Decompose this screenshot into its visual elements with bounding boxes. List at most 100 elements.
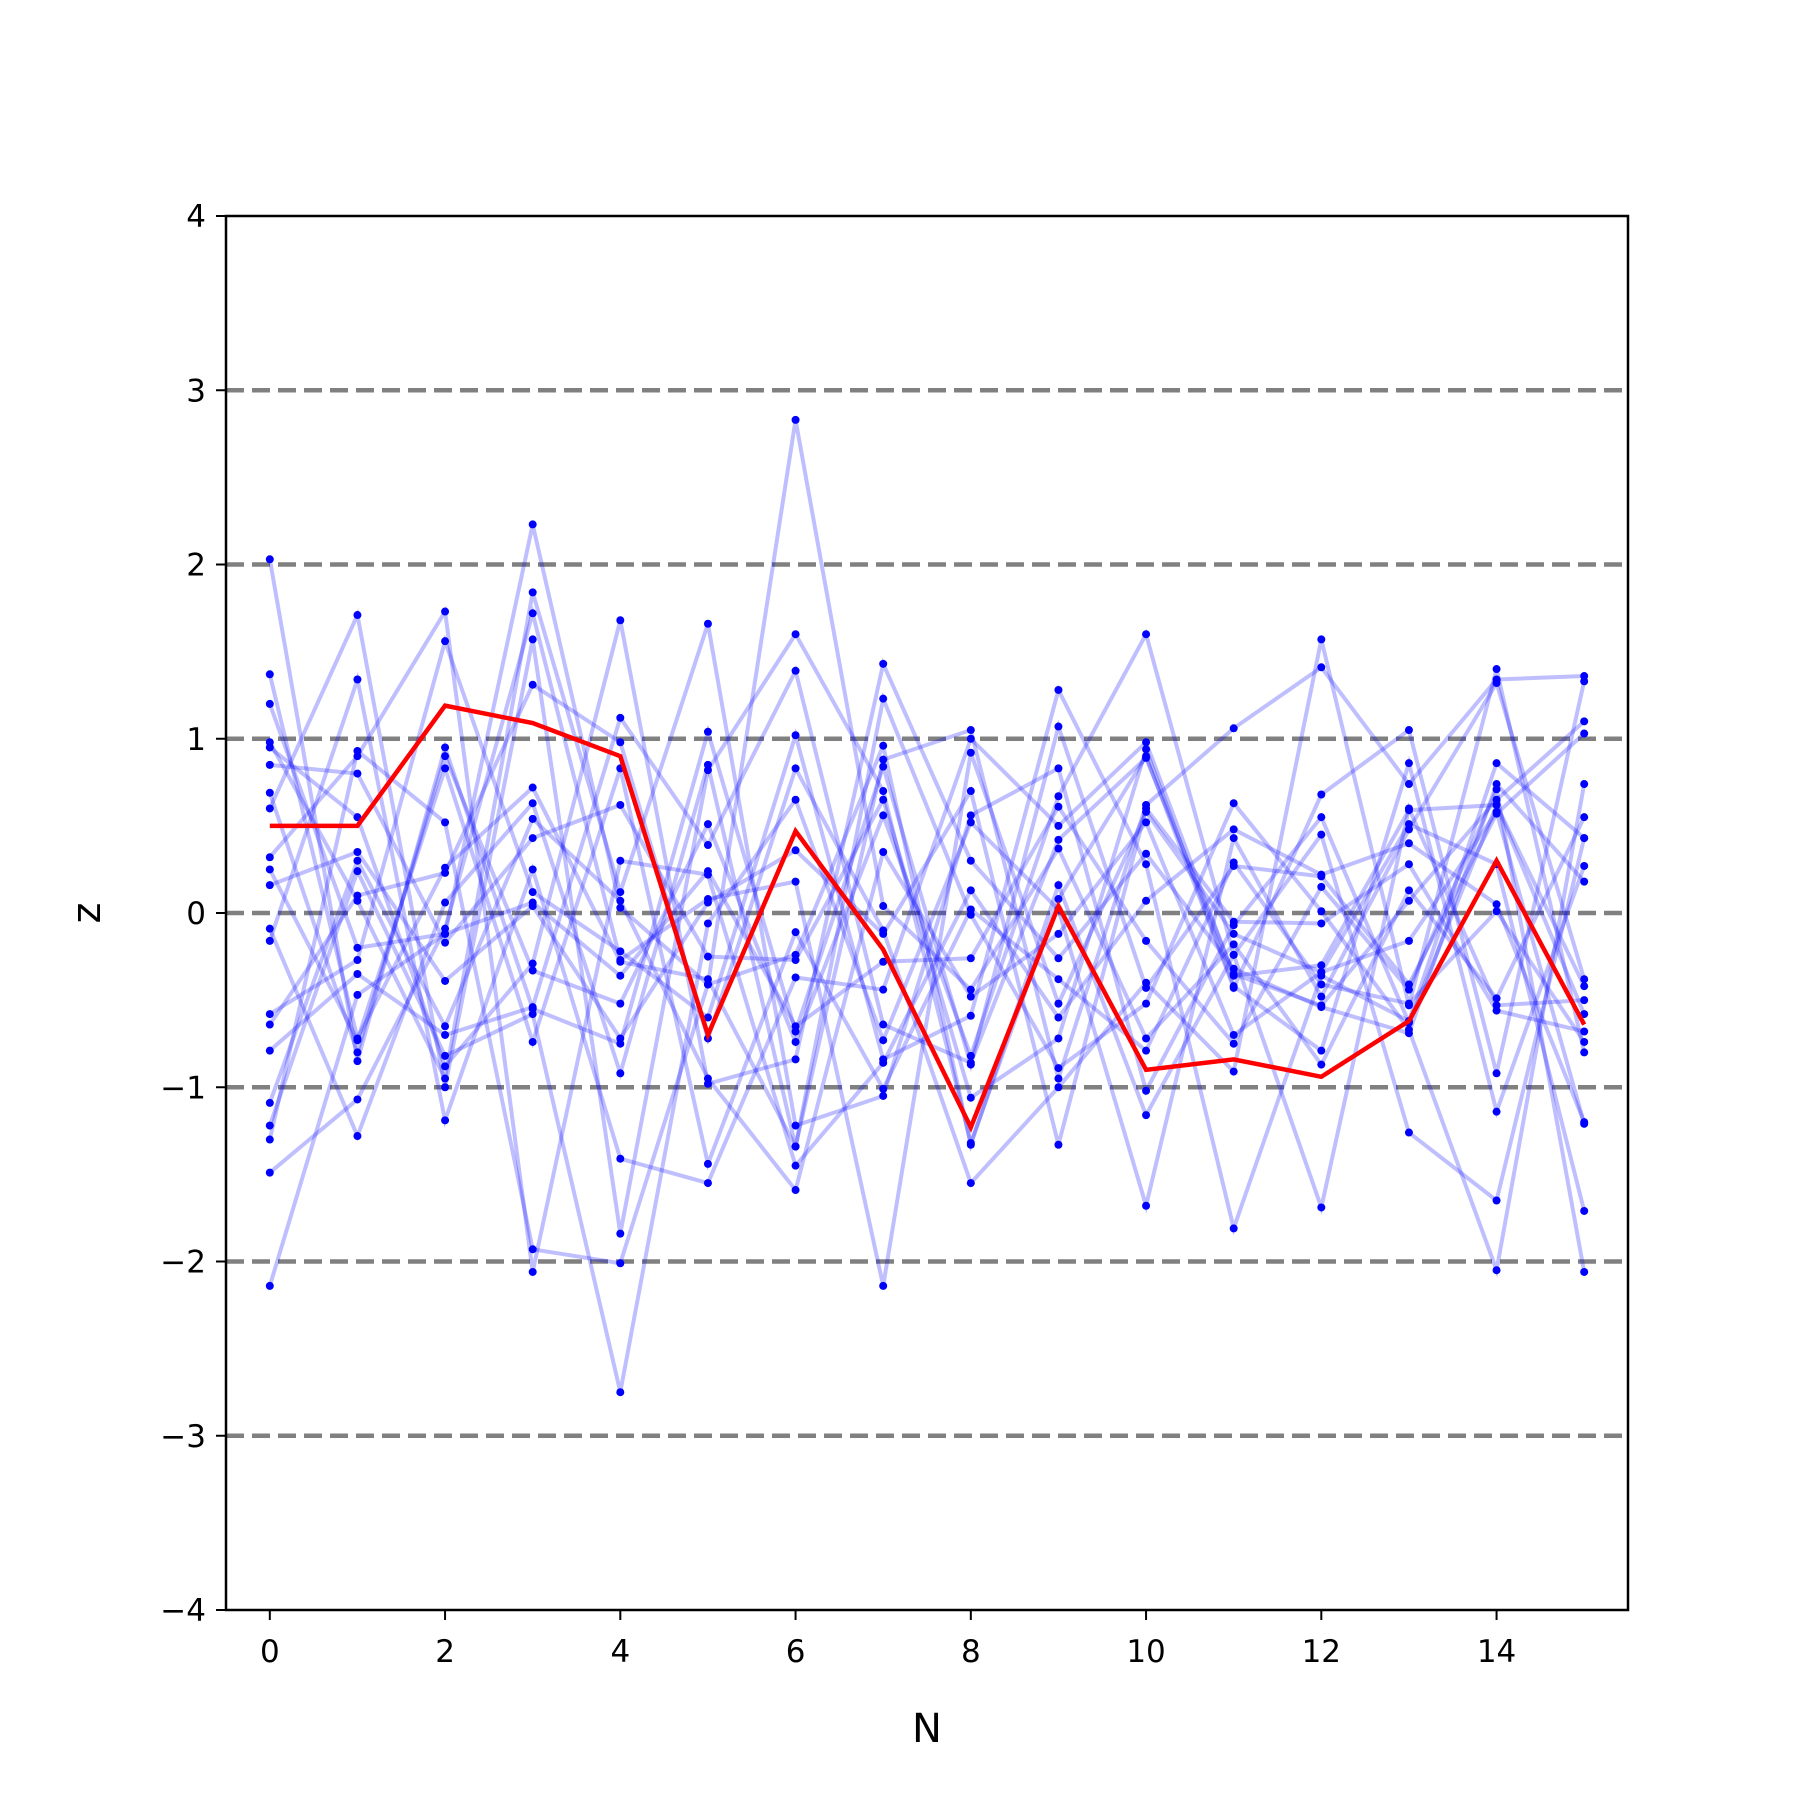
data-point	[353, 1057, 362, 1066]
data-point	[1580, 1048, 1589, 1057]
data-point	[791, 1161, 800, 1170]
data-point	[966, 954, 975, 963]
data-point	[1492, 1196, 1501, 1205]
data-point	[1492, 795, 1501, 804]
data-point	[1580, 861, 1589, 870]
data-point	[1054, 929, 1063, 938]
data-point	[1229, 917, 1238, 926]
data-point	[616, 1388, 625, 1397]
series	[265, 635, 1589, 1188]
data-point	[1142, 738, 1151, 747]
data-point	[1054, 954, 1063, 963]
data-point	[441, 752, 450, 761]
data-point	[265, 1168, 274, 1177]
data-point	[528, 1010, 537, 1019]
data-point	[441, 1116, 450, 1125]
data-point	[1492, 1266, 1501, 1275]
data-point	[1492, 1069, 1501, 1078]
data-point	[1492, 665, 1501, 674]
series-line	[269, 785, 1585, 1146]
data-point	[1317, 663, 1326, 672]
data-point	[528, 520, 537, 529]
data-point	[1492, 807, 1501, 816]
data-point	[1229, 834, 1238, 843]
x-axis-ticks: 0 2 4 6 8 10 12 14	[260, 1610, 1516, 1670]
data-point	[528, 609, 537, 618]
data-point	[879, 787, 888, 796]
data-point	[1404, 860, 1413, 869]
data-point	[1229, 969, 1238, 978]
data-point	[353, 867, 362, 876]
data-point	[265, 555, 274, 564]
data-point	[441, 938, 450, 947]
data-point	[441, 607, 450, 616]
data-point	[1142, 1034, 1151, 1043]
data-point	[879, 985, 888, 994]
data-point	[1054, 764, 1063, 773]
series-line	[269, 742, 1587, 1119]
data-point	[1580, 1119, 1589, 1128]
data-point	[1054, 881, 1063, 890]
data-point	[616, 903, 625, 912]
data-point	[791, 415, 800, 424]
data-point	[616, 947, 625, 956]
data-point	[1317, 919, 1326, 928]
data-point	[265, 1281, 274, 1290]
data-point	[1492, 994, 1501, 1003]
data-point	[966, 748, 975, 757]
data-point	[528, 783, 537, 792]
series-line	[267, 678, 1587, 1393]
y-axis-label: z	[64, 903, 110, 924]
data-point	[265, 1046, 274, 1055]
data-point	[1580, 780, 1589, 789]
data-point	[353, 848, 362, 857]
data-point	[1142, 999, 1151, 1008]
data-point	[1580, 813, 1589, 822]
series	[265, 742, 1589, 1119]
data-point	[441, 764, 450, 773]
data-point	[353, 611, 362, 620]
data-point	[879, 1281, 888, 1290]
data-point	[441, 868, 450, 877]
data-point	[791, 846, 800, 855]
data-point	[616, 999, 625, 1008]
data-point	[1580, 834, 1589, 843]
data-point	[1229, 724, 1238, 733]
data-point	[703, 727, 712, 736]
data-point	[1404, 806, 1413, 815]
data-point	[1317, 1060, 1326, 1069]
series	[265, 782, 1589, 1290]
data-point	[265, 1010, 274, 1019]
series-line	[268, 605, 1587, 1273]
data-point	[441, 1083, 450, 1092]
data-point	[1229, 982, 1238, 991]
data-point	[1229, 858, 1238, 867]
data-point	[879, 1055, 888, 1064]
data-point	[1580, 1037, 1589, 1046]
data-point	[879, 741, 888, 750]
series	[265, 691, 1589, 1278]
data-point	[1229, 1039, 1238, 1048]
series-line	[267, 691, 1587, 1278]
data-point	[1580, 982, 1589, 991]
series	[265, 760, 1589, 1171]
data-point	[616, 888, 625, 897]
data-point	[1492, 900, 1501, 909]
data-point	[966, 1093, 975, 1102]
series-line	[268, 605, 1587, 1287]
data-point	[966, 1011, 975, 1020]
data-point	[1142, 1086, 1151, 1095]
data-point	[353, 1036, 362, 1045]
data-point	[966, 1140, 975, 1149]
data-point	[1580, 1267, 1589, 1276]
data-point	[1054, 844, 1063, 853]
data-point	[1580, 677, 1589, 686]
series-line	[267, 782, 1587, 1287]
series-line	[268, 665, 1586, 1066]
data-point	[966, 1058, 975, 1067]
data-point	[791, 956, 800, 965]
series-line	[268, 591, 1587, 1129]
data-point	[1404, 1128, 1413, 1137]
data-point	[966, 734, 975, 743]
